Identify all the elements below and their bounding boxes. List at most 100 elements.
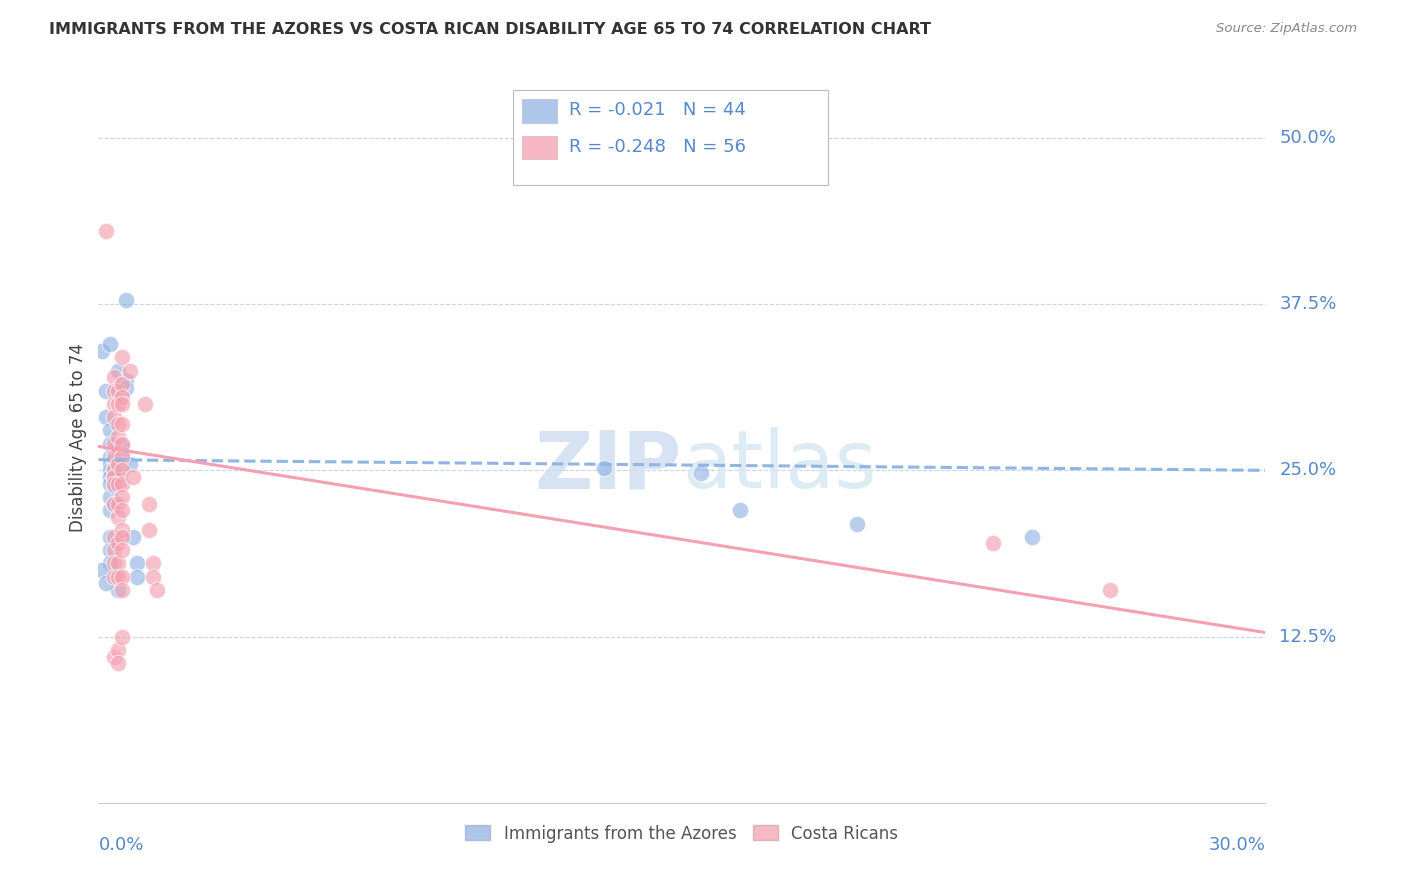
Text: 0.0%: 0.0% bbox=[98, 836, 143, 854]
FancyBboxPatch shape bbox=[522, 99, 557, 122]
Point bbox=[111, 503, 134, 517]
Point bbox=[118, 363, 141, 377]
Point bbox=[107, 417, 129, 431]
Point bbox=[107, 457, 129, 471]
Text: Source: ZipAtlas.com: Source: ZipAtlas.com bbox=[1216, 22, 1357, 36]
Text: 37.5%: 37.5% bbox=[1279, 295, 1337, 313]
Text: 12.5%: 12.5% bbox=[1279, 628, 1337, 646]
Point bbox=[142, 557, 165, 571]
Point bbox=[107, 452, 129, 467]
Point bbox=[103, 460, 125, 475]
Point bbox=[98, 557, 121, 571]
Point bbox=[98, 490, 121, 504]
Point bbox=[111, 490, 134, 504]
Point bbox=[98, 457, 121, 471]
FancyBboxPatch shape bbox=[513, 90, 828, 185]
Point bbox=[91, 563, 114, 577]
Point bbox=[111, 630, 134, 644]
Point bbox=[146, 582, 169, 597]
Point bbox=[690, 466, 713, 480]
Point bbox=[98, 503, 121, 517]
Point bbox=[138, 497, 160, 511]
Point bbox=[96, 384, 118, 398]
Point bbox=[111, 523, 134, 537]
Point bbox=[111, 376, 134, 391]
Text: 30.0%: 30.0% bbox=[1209, 836, 1265, 854]
Y-axis label: Disability Age 65 to 74: Disability Age 65 to 74 bbox=[69, 343, 87, 532]
Point bbox=[91, 343, 114, 358]
Point bbox=[114, 293, 136, 307]
Point bbox=[1021, 530, 1043, 544]
Point bbox=[103, 397, 125, 411]
Text: IMMIGRANTS FROM THE AZORES VS COSTA RICAN DISABILITY AGE 65 TO 74 CORRELATION CH: IMMIGRANTS FROM THE AZORES VS COSTA RICA… bbox=[49, 22, 931, 37]
Point bbox=[107, 656, 129, 670]
Point bbox=[114, 381, 136, 395]
Point bbox=[138, 523, 160, 537]
Point bbox=[111, 570, 134, 584]
Point bbox=[107, 430, 129, 444]
Point bbox=[142, 570, 165, 584]
Point bbox=[98, 436, 121, 450]
Point bbox=[127, 557, 149, 571]
Point bbox=[111, 463, 134, 477]
Point bbox=[103, 443, 125, 458]
Point bbox=[111, 351, 134, 365]
Point bbox=[122, 530, 145, 544]
Point bbox=[107, 466, 129, 480]
Point bbox=[103, 530, 125, 544]
Point bbox=[103, 543, 125, 558]
Point bbox=[103, 470, 125, 484]
Point bbox=[122, 470, 145, 484]
Point bbox=[103, 463, 125, 477]
Point bbox=[107, 384, 129, 398]
Point bbox=[593, 460, 616, 475]
Point bbox=[111, 439, 134, 453]
Point bbox=[107, 643, 129, 657]
Point bbox=[107, 476, 129, 491]
Point bbox=[96, 576, 118, 591]
Point bbox=[127, 570, 149, 584]
Point bbox=[103, 479, 125, 493]
Point bbox=[98, 463, 121, 477]
Point bbox=[730, 503, 752, 517]
FancyBboxPatch shape bbox=[522, 136, 557, 159]
Point bbox=[111, 530, 134, 544]
Point bbox=[96, 224, 118, 238]
Point bbox=[103, 476, 125, 491]
Point bbox=[111, 447, 134, 461]
Point bbox=[103, 370, 125, 384]
Point bbox=[103, 470, 125, 484]
Text: R = -0.021   N = 44: R = -0.021 N = 44 bbox=[568, 101, 745, 120]
Point bbox=[111, 390, 134, 404]
Point bbox=[107, 570, 129, 584]
Point bbox=[134, 397, 156, 411]
Point bbox=[111, 436, 134, 450]
Point bbox=[103, 649, 125, 664]
Point bbox=[103, 570, 125, 584]
Point bbox=[98, 476, 121, 491]
Point bbox=[111, 417, 134, 431]
Point bbox=[103, 436, 125, 450]
Point bbox=[103, 450, 125, 464]
Point bbox=[107, 582, 129, 597]
Text: 25.0%: 25.0% bbox=[1279, 461, 1337, 479]
Point bbox=[111, 457, 134, 471]
Point bbox=[1098, 582, 1121, 597]
Point bbox=[981, 536, 1004, 550]
Point bbox=[107, 397, 129, 411]
Point bbox=[107, 536, 129, 550]
Point bbox=[111, 476, 134, 491]
Point bbox=[98, 424, 121, 438]
Text: ZIP: ZIP bbox=[534, 427, 682, 506]
Point bbox=[114, 373, 136, 387]
Point bbox=[107, 497, 129, 511]
Point bbox=[98, 450, 121, 464]
Point bbox=[103, 497, 125, 511]
Point bbox=[98, 543, 121, 558]
Point bbox=[107, 443, 129, 458]
Point bbox=[103, 497, 125, 511]
Point bbox=[107, 509, 129, 524]
Point bbox=[103, 384, 125, 398]
Point bbox=[118, 457, 141, 471]
Point bbox=[111, 543, 134, 558]
